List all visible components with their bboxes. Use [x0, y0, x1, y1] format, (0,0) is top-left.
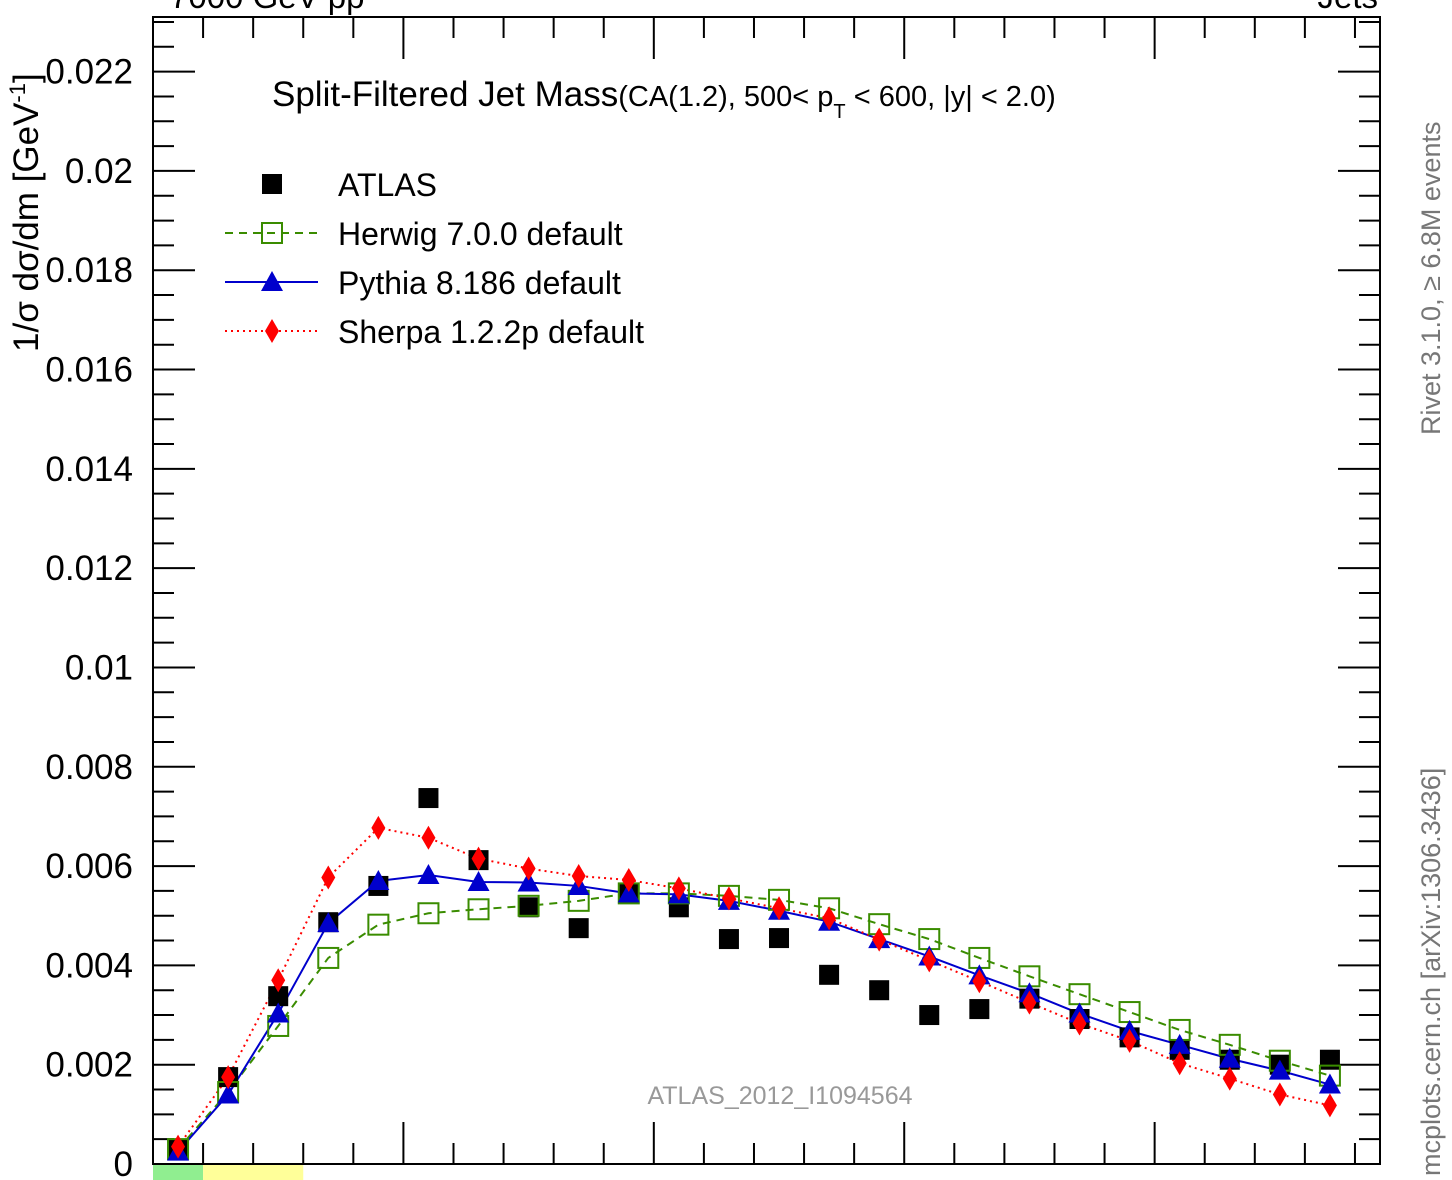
y-tick-label: 0.002 — [45, 1046, 133, 1085]
y-axis-label-sup: -1 — [5, 83, 30, 103]
series-line-herwig — [177, 892, 1331, 1150]
legend-label: Sherpa 1.2.2p default — [338, 314, 644, 350]
marker-sherpa — [371, 815, 386, 840]
marker-data — [718, 929, 739, 950]
marker-data — [969, 999, 990, 1020]
marker-herwig — [517, 894, 540, 917]
marker-pythia — [317, 912, 340, 933]
marker-data — [518, 897, 539, 918]
marker-herwig — [367, 913, 390, 936]
mcplots-label: mcplots.cern.ch [arXiv:1306.3436] — [1416, 768, 1446, 1176]
marker-pythia — [367, 869, 390, 890]
marker-sherpa — [772, 896, 787, 921]
chart-title: Split-Filtered Jet Mass(CA(1.2), 500< pT… — [272, 75, 1056, 123]
marker-sherpa — [521, 856, 536, 881]
marker-herwig — [417, 902, 440, 925]
series-line-pythia — [177, 874, 1331, 1153]
marker-data — [418, 788, 439, 809]
marker-sherpa — [671, 876, 686, 901]
y-tick-label: 0.012 — [45, 549, 133, 588]
marker-data — [1319, 1049, 1340, 1070]
header-right: Jets — [1317, 0, 1378, 15]
header-left: 7000 GeV pp — [170, 0, 365, 15]
marker-sherpa — [221, 1065, 236, 1090]
y-tick-label: 0 — [114, 1145, 133, 1180]
marker-data — [769, 928, 790, 949]
marker-sherpa — [922, 948, 937, 973]
axis-ticks: 0 0.002 0.004 0.006 0.008 0.01 0.012 0.014 0.016… — [45, 17, 1380, 1180]
x-band-1 — [203, 1164, 304, 1180]
y-axis-label: 1/σ dσ/dm [GeV-1] — [5, 73, 46, 352]
marker-sherpa — [171, 1134, 186, 1159]
y-tick-label: 0.02 — [65, 152, 133, 191]
marker-sherpa — [872, 927, 887, 952]
marker-sherpa — [972, 969, 987, 994]
marker-data — [268, 986, 289, 1007]
marker-sherpa — [1272, 1082, 1287, 1107]
rivet-label: Rivet 3.1.0, ≥ 6.8M events — [1416, 122, 1446, 435]
marker-sherpa — [1122, 1028, 1137, 1053]
y-tick-label: 0.014 — [45, 450, 133, 489]
legend-label: Pythia 8.186 default — [338, 265, 621, 301]
chart-title-main: Split-Filtered Jet Mass — [272, 75, 618, 114]
marker-sherpa — [621, 867, 636, 892]
marker-pythia — [617, 882, 640, 903]
series-markers — [167, 788, 1341, 1161]
y-tick-label: 0.016 — [45, 351, 133, 390]
y-tick-label: 0.01 — [65, 648, 133, 687]
marker-herwig — [1118, 1001, 1141, 1024]
marker-sherpa — [1022, 990, 1037, 1015]
legend-label: Herwig 7.0.0 default — [338, 216, 623, 252]
legend-marker-pythia — [261, 271, 283, 291]
marker-sherpa — [271, 968, 286, 993]
marker-data — [919, 1005, 940, 1026]
marker-sherpa — [1072, 1011, 1087, 1036]
marker-pythia — [1268, 1059, 1291, 1080]
analysis-label: ATLAS_2012_I1094564 — [647, 1082, 912, 1110]
marker-pythia — [467, 870, 490, 891]
y-tick-label: 0.006 — [45, 847, 133, 886]
y-tick-label: 0.008 — [45, 748, 133, 787]
marker-data — [819, 964, 840, 985]
chart-title-sub-a: (CA(1.2), 500< p — [618, 81, 833, 113]
marker-pythia — [1318, 1073, 1341, 1094]
marker-sherpa — [1222, 1066, 1237, 1091]
y-axis-label-main: 1/σ dσ/dm [GeV — [7, 102, 46, 352]
y-tick-label: 0.022 — [45, 53, 133, 92]
marker-sherpa — [471, 846, 486, 871]
y-axis-label-end: ] — [7, 73, 46, 83]
marker-sherpa — [321, 865, 336, 890]
legend-label: ATLAS — [338, 167, 437, 203]
series-line-sherpa — [177, 826, 1331, 1148]
x-band-0 — [153, 1164, 204, 1180]
y-tick-label: 0.004 — [45, 946, 133, 985]
marker-pythia — [517, 871, 540, 892]
marker-herwig — [467, 898, 490, 921]
marker-sherpa — [1322, 1093, 1337, 1118]
y-tick-label: 0.018 — [45, 251, 133, 290]
legend: ATLAS Herwig 7.0.0 default Pythia 8.186 de… — [225, 167, 644, 350]
marker-pythia — [417, 864, 440, 885]
marker-sherpa — [822, 906, 837, 931]
plot-border — [152, 16, 1381, 1165]
marker-pythia — [217, 1083, 240, 1104]
chart-title-sub-b: < 600, |y| < 2.0) — [846, 81, 1056, 113]
plot-frame — [152, 16, 1381, 1165]
legend-marker-sherpa — [265, 319, 279, 343]
marker-sherpa — [421, 825, 436, 850]
marker-pythia — [1218, 1047, 1241, 1068]
marker-herwig — [317, 946, 340, 969]
legend-marker-herwig — [261, 222, 283, 244]
marker-sherpa — [1172, 1051, 1187, 1076]
chart-title-subscript: T — [833, 101, 845, 123]
marker-sherpa — [571, 864, 586, 889]
marker-data — [869, 980, 890, 1001]
marker-data — [568, 918, 589, 939]
marker-pythia — [1168, 1033, 1191, 1054]
x-bands — [153, 1164, 304, 1180]
marker-pythia — [267, 1002, 290, 1023]
legend-marker-data — [262, 174, 282, 194]
marker-sherpa — [721, 886, 736, 911]
